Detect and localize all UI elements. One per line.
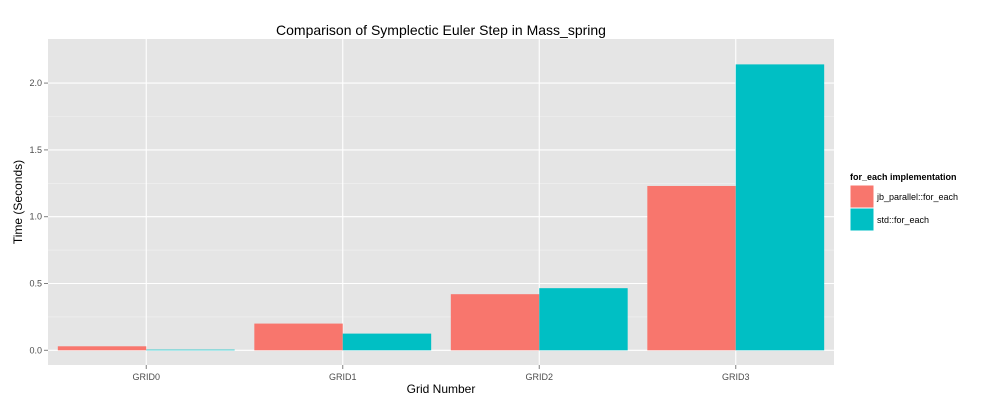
y-axis-title: Time (Seconds) <box>11 160 25 244</box>
bar <box>254 323 343 351</box>
x-axis-ticks: GRID0 GRID1 GRID2 GRID3 <box>132 365 750 382</box>
bar <box>146 349 235 351</box>
y-tick-label: 1.0 <box>29 212 42 222</box>
bar <box>735 64 825 351</box>
bar <box>450 294 540 351</box>
legend: for_each implementation jb_parallel::for… <box>849 172 958 232</box>
x-tick-label: GRID2 <box>525 372 553 382</box>
y-tick-label: 2.0 <box>29 78 42 88</box>
x-tick-label: GRID1 <box>329 372 357 382</box>
y-tick-label: 0.5 <box>29 279 42 289</box>
bar <box>57 346 147 351</box>
bars <box>57 64 825 351</box>
x-tick-label: GRID3 <box>722 372 750 382</box>
legend-label: jb_parallel::for_each <box>876 192 958 202</box>
bar <box>539 288 628 351</box>
x-axis-title: Grid Number <box>407 382 476 396</box>
x-tick-label: GRID0 <box>132 372 160 382</box>
bar <box>647 185 736 351</box>
bar <box>342 333 432 351</box>
y-axis-ticks: 0.0 0.5 1.0 1.5 2.0 <box>29 78 48 355</box>
chart-title: Comparison of Symplectic Euler Step in M… <box>276 22 606 38</box>
legend-label: std::for_each <box>877 215 929 225</box>
y-tick-label: 1.5 <box>29 145 42 155</box>
legend-title: for_each implementation <box>850 172 957 182</box>
y-tick-label: 0.0 <box>29 345 42 355</box>
legend-key <box>849 207 875 232</box>
legend-key <box>849 184 875 209</box>
